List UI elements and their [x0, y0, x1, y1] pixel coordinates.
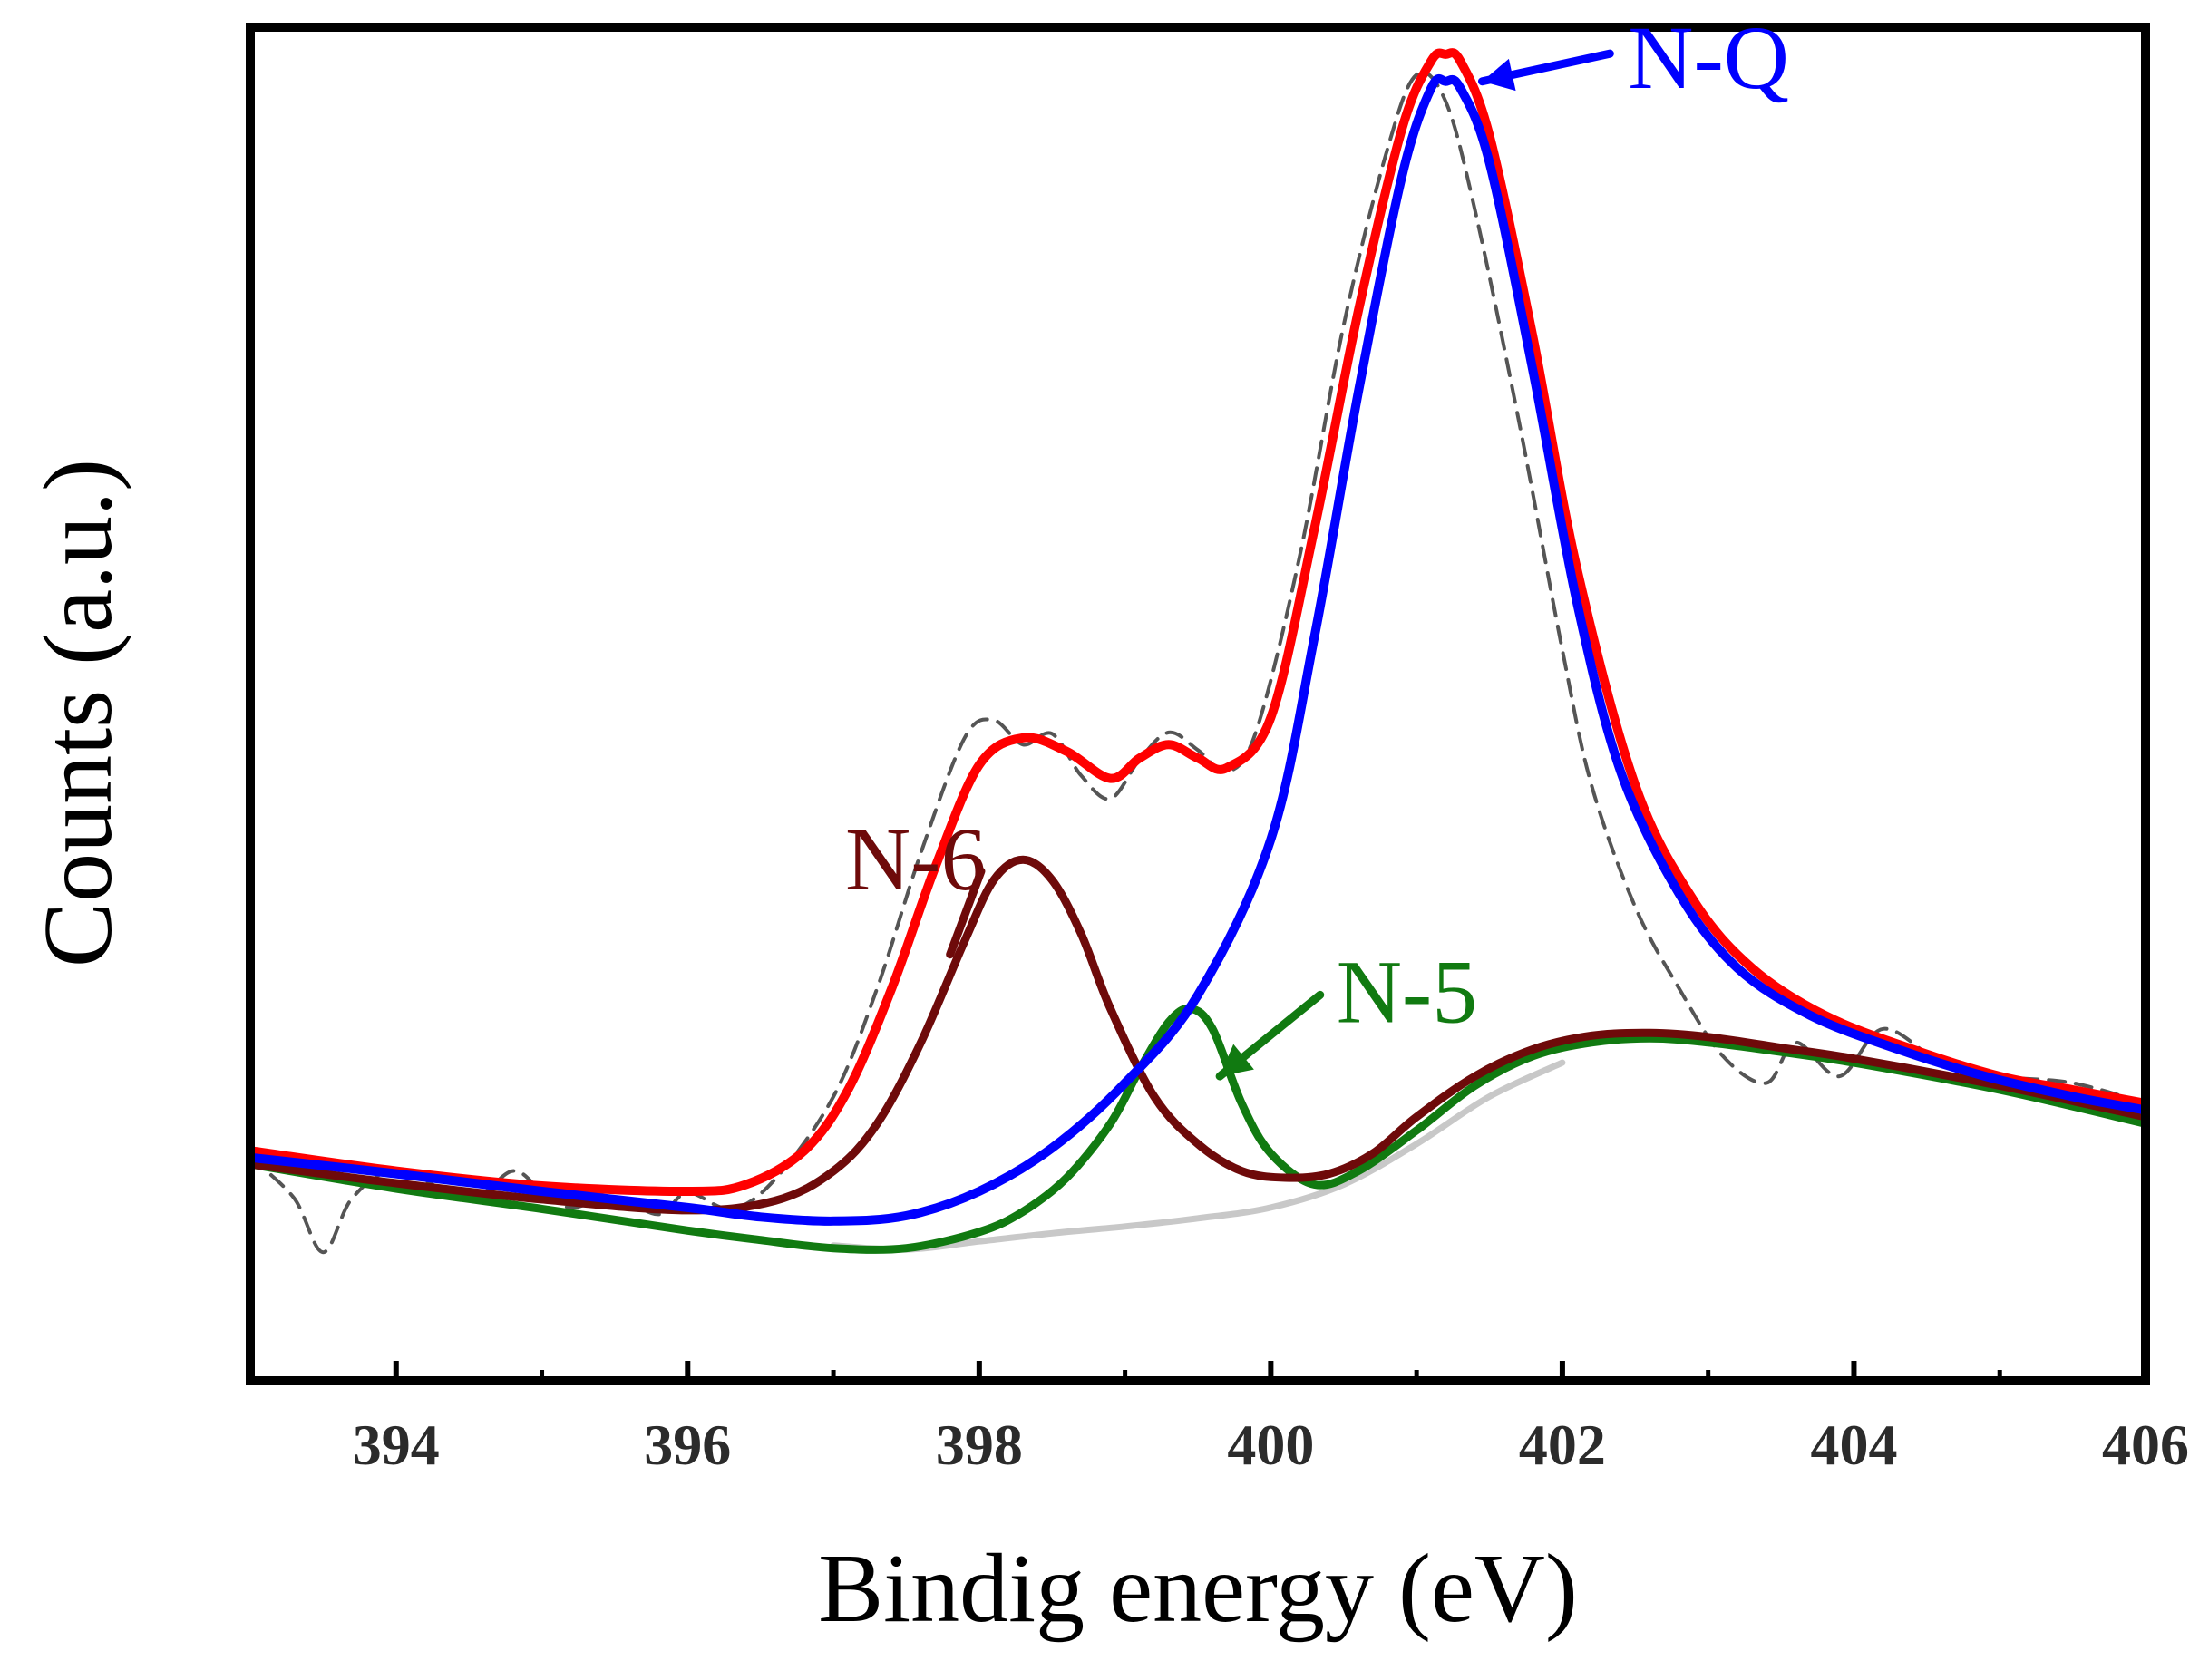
series-layer — [250, 48, 2146, 1255]
annotation-arrowhead — [1220, 1044, 1254, 1077]
annotation-label: N-Q — [1628, 7, 1789, 108]
x-tick-label: 400 — [1227, 1413, 1314, 1477]
annotations-layer: N-Q N-6 N-5 — [845, 7, 1789, 1081]
x-tick-label: 394 — [353, 1413, 440, 1477]
x-tick-label: 406 — [2102, 1413, 2189, 1477]
series-envelope — [250, 48, 2146, 1197]
x-tick-label: 402 — [1519, 1413, 1606, 1477]
x-tick-label: 396 — [644, 1413, 731, 1477]
x-tick-label: 398 — [936, 1413, 1023, 1477]
x-tick-label: 404 — [1810, 1413, 1897, 1477]
x-axis-title: Bindig energy (eV) — [818, 1535, 1578, 1643]
annotation-n-q: N-Q — [1478, 7, 1789, 108]
series-raw-data — [250, 70, 2146, 1255]
y-axis-title: Counts (a.u.) — [24, 459, 132, 967]
annotation-n-5: N-5 — [1215, 941, 1478, 1081]
series-n-5 — [250, 1004, 2146, 1254]
annotation-n-6: N-6 — [845, 809, 987, 959]
plot-frame — [246, 23, 2150, 1385]
series-background — [830, 1059, 1566, 1253]
ticks-layer: 394 396 398 400 402 404 406 — [248, 1361, 2189, 1477]
annotation-label: N-6 — [845, 809, 987, 909]
annotation-arrow-shaft — [946, 867, 986, 959]
annotation-arrowhead — [1482, 58, 1516, 92]
series-n-q — [250, 73, 2146, 1226]
series-n-6 — [250, 855, 2146, 1215]
annotation-label: N-5 — [1337, 941, 1478, 1042]
